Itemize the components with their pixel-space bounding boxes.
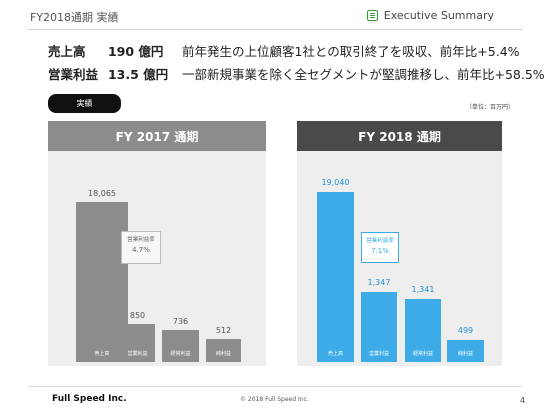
bar-label: 純利益 bbox=[215, 351, 231, 357]
bar-value: 19,040 bbox=[321, 178, 350, 187]
margin-note: 営業利益率 4.7% bbox=[121, 231, 161, 264]
bar-value: 850 bbox=[129, 311, 146, 320]
chart-fy2017: FY 2017 通期 18,065 売上高 850 営業利益 736 経常利益 … bbox=[48, 121, 266, 366]
bar-label: 純利益 bbox=[457, 351, 473, 357]
margin-note-label: 営業利益率 bbox=[127, 237, 155, 243]
bar-operating-profit: 850 営業利益 bbox=[120, 311, 155, 362]
summary-label: 売上高 bbox=[48, 44, 86, 59]
summary-row-operating-profit: 営業利益 13.5 億円 一部新規事業を除く全セグメントが堅調推移し、前年比+5… bbox=[48, 64, 545, 83]
bar-value: 499 bbox=[457, 326, 474, 335]
summary-label: 営業利益 bbox=[48, 67, 99, 82]
bar-value: 18,065 bbox=[88, 189, 116, 198]
bar-net-income: 512 純利益 bbox=[206, 326, 241, 362]
results-tag: 実績 bbox=[48, 94, 121, 113]
unit-note: （単位：百万円） bbox=[465, 104, 514, 111]
margin-note-label: 営業利益率 bbox=[366, 238, 394, 244]
summary-row-sales: 売上高 190 億円 前年発生の上位顧客1社との取引終了を吸収、前年比+5.4% bbox=[48, 41, 520, 60]
bar-label: 営業利益 bbox=[127, 351, 148, 357]
chart-plot: 18,065 売上高 850 営業利益 736 経常利益 512 純利益 営業利… bbox=[48, 151, 266, 366]
section-label-text: Executive Summary bbox=[383, 9, 494, 22]
summary-icon bbox=[366, 10, 378, 21]
footer-divider bbox=[28, 386, 522, 387]
section-label: Executive Summary bbox=[366, 9, 494, 22]
margin-note-value: 4.7% bbox=[132, 246, 150, 254]
copyright: © 2018 Full Speed Inc. bbox=[240, 396, 309, 403]
chart-plot: 19,040 売上高 1,347 営業利益 1,341 経常利益 499 純利益… bbox=[297, 151, 502, 366]
summary-text: 前年発生の上位顧客1社との取引終了を吸収、前年比+5.4% bbox=[181, 44, 520, 59]
page-number: 4 bbox=[520, 396, 526, 405]
brand-logo: Full Speed Inc. bbox=[52, 394, 127, 404]
bar-label: 経常利益 bbox=[170, 351, 191, 357]
bar-operating-profit: 1,347 営業利益 bbox=[361, 278, 397, 362]
bar-value: 1,347 bbox=[367, 278, 391, 287]
bar-net-income: 499 純利益 bbox=[447, 326, 484, 362]
bar-label: 売上高 bbox=[327, 351, 343, 357]
chart-fy2018: FY 2018 通期 19,040 売上高 1,347 営業利益 1,341 経… bbox=[297, 121, 502, 366]
bar-value: 1,341 bbox=[411, 285, 435, 294]
bar-value: 736 bbox=[172, 317, 189, 326]
bar-ordinary-profit: 736 経常利益 bbox=[162, 317, 199, 362]
margin-note-value: 7.1% bbox=[371, 247, 389, 255]
bar-sales: 18,065 売上高 bbox=[76, 189, 128, 362]
bar-label: 売上高 bbox=[94, 351, 110, 357]
chart-title: FY 2017 通期 bbox=[48, 121, 266, 151]
bar-sales: 19,040 売上高 bbox=[317, 178, 354, 362]
page-title: FY2018通期 実績 bbox=[30, 11, 119, 24]
summary-value: 13.5 億円 bbox=[107, 67, 169, 82]
summary-value: 190 億円 bbox=[107, 44, 164, 59]
bar-ordinary-profit: 1,341 経常利益 bbox=[405, 285, 441, 362]
bar-label: 経常利益 bbox=[412, 351, 433, 357]
bar-label: 営業利益 bbox=[368, 351, 389, 357]
header-divider bbox=[28, 29, 522, 30]
margin-note: 営業利益率 7.1% bbox=[361, 232, 399, 263]
summary-text: 一部新規事業を除く全セグメントが堅調推移し、前年比+58.5% bbox=[181, 67, 545, 82]
chart-title: FY 2018 通期 bbox=[297, 121, 502, 151]
bar-value: 512 bbox=[215, 326, 232, 335]
